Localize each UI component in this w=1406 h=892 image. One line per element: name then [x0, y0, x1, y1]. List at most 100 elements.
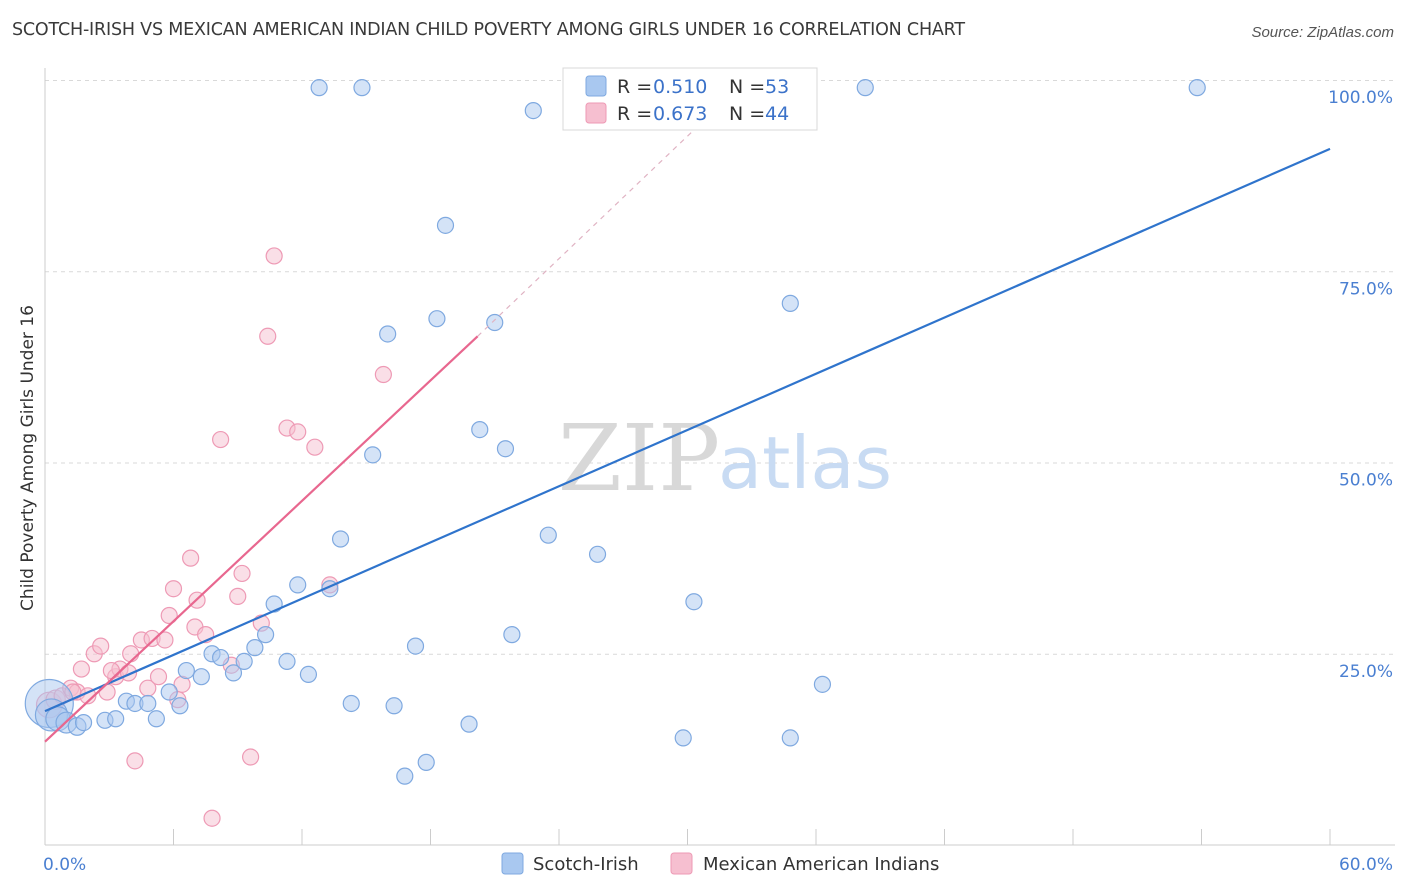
scotch-irish-point [171, 697, 189, 715]
trend-line-scotch-irish [44, 147, 1331, 713]
scotch-irish-point [224, 664, 243, 682]
scotch-irish-point [160, 683, 178, 701]
scotch-irish-point [212, 648, 230, 667]
legend-r-value-2: 0.673 [653, 103, 707, 125]
trend-line-extension [477, 125, 699, 337]
legend-n-label-1: N = [729, 76, 765, 98]
chart-title: SCOTCH-IRISH VS MEXICAN AMERICAN INDIAN … [12, 20, 965, 40]
scotch-irish-point [674, 729, 692, 747]
legend-n-label-2: N = [729, 103, 765, 125]
scotch-irish-point [310, 79, 328, 97]
scotch-irish-point [856, 79, 874, 97]
scotch-irish-point [107, 710, 125, 728]
bottom-legend: Scotch-Irish Mexican American Indians [501, 852, 939, 875]
y-axis-label: Child Poverty Among Girls Under 16 [18, 305, 38, 611]
scotch-irish-point [417, 753, 435, 771]
scotch-irish-point [147, 710, 165, 728]
mexican-american-indians-point [156, 631, 174, 649]
y-tick-label: 50.0% [1339, 471, 1393, 491]
scotch-irish-point [685, 593, 703, 611]
mexican-american-indians-point [164, 580, 183, 598]
mexican-american-indians-point [182, 549, 200, 567]
scotch-irish-point [460, 715, 478, 733]
legend: R = 0.510 N = 53 R = 0.673 N = 44 [562, 67, 818, 131]
scotch-irish-point [278, 652, 296, 671]
scotch-irish-point [496, 440, 515, 458]
mexican-american-indians-point [289, 423, 307, 441]
mexican-american-indians-point [374, 365, 392, 384]
mexican-american-indians-point [259, 327, 277, 345]
scotch-irish-point [331, 530, 350, 548]
legend-n-value-2: 44 [765, 103, 789, 125]
mexican-american-indians-point [160, 606, 178, 625]
scotch-irish-point [471, 421, 489, 439]
scotch-irish-point [177, 661, 195, 680]
y-tick-label: 100.0% [1328, 88, 1393, 108]
scotch-irish-point [781, 729, 799, 747]
mexican-american-indians-point [306, 438, 324, 456]
mexican-american-indians-point [149, 668, 168, 686]
x-tick-label: 60.0% [1339, 855, 1393, 875]
scotch-irish-point [396, 767, 414, 785]
scotch-irish-point [192, 668, 210, 686]
mexican-american-indians-point [212, 430, 230, 449]
watermark-zip: ZIP [558, 405, 720, 512]
mexican-american-indians-point [126, 752, 144, 770]
mexican-american-indians-point [203, 809, 221, 827]
y-tick-labels: 25.0% 50.0% 75.0% 100.0% [1328, 88, 1393, 682]
source-label: Source: ZipAtlas.com [1251, 24, 1394, 41]
scotch-irish-point [1188, 79, 1206, 97]
scotch-irish-point [299, 665, 318, 684]
mexican-american-indians-point [265, 247, 283, 265]
mexican-american-indians-point [72, 660, 91, 678]
legend-swatch-scotch-irish [585, 75, 607, 97]
scotch-irish-point [246, 639, 264, 657]
scotch-irish-point [235, 652, 253, 671]
scotch-irish-point [486, 313, 504, 332]
series-scotch-irish [24, 79, 1206, 785]
scotch-irish-point [256, 626, 275, 644]
mexican-american-indians-point [242, 748, 260, 766]
scotch-irish-point [289, 576, 307, 594]
scotch-irish-point [524, 101, 542, 120]
bottom-legend-swatch-mexican-american-indians [670, 852, 693, 875]
scotch-irish-point [265, 595, 283, 613]
scotch-irish-point [781, 294, 799, 312]
mexican-american-indians-point [233, 564, 251, 583]
y-tick-label: 75.0% [1339, 279, 1393, 299]
scotch-irish-point [364, 446, 382, 464]
legend-r-label-1: R = [617, 76, 652, 98]
scotch-irish-point [436, 216, 455, 234]
scotch-irish-point [406, 637, 425, 655]
legend-n-value-1: 53 [765, 76, 789, 98]
mexican-american-indians-point [92, 637, 110, 655]
bottom-legend-label-mexican-american-indians: Mexican American Indians [703, 854, 939, 875]
scotch-irish-point [342, 694, 360, 713]
y-tick-label: 25.0% [1339, 662, 1393, 682]
scotch-irish-point [588, 545, 607, 563]
bottom-legend-label-scotch-irish: Scotch-Irish [533, 854, 639, 875]
scotch-irish-point [353, 79, 371, 97]
scotch-irish-point [539, 526, 557, 544]
x-tick-label: 0.0% [43, 855, 86, 875]
bottom-legend-swatch-scotch-irish [501, 852, 524, 875]
legend-swatch-mexican-american-indians [585, 102, 607, 124]
watermark-atlas: atlas [718, 421, 892, 505]
scotch-irish-point [428, 310, 446, 328]
scotch-irish-point [74, 713, 93, 732]
legend-r-value-1: 0.510 [653, 76, 707, 98]
scotch-irish-point [379, 325, 397, 343]
legend-r-label-2: R = [617, 103, 652, 125]
watermark: ZIP atlas [558, 405, 892, 512]
scotch-irish-point [139, 694, 157, 713]
scotch-irish-point [385, 697, 403, 715]
mexican-american-indians-point [102, 661, 120, 680]
mexican-american-indians-point [229, 587, 247, 605]
trend-lines [44, 125, 1331, 743]
mexican-american-indians-point [122, 645, 140, 663]
scotch-irish-point [503, 626, 521, 644]
x-tick-labels: 0.0% 60.0% [43, 855, 1393, 875]
scotch-irish-point [813, 675, 832, 693]
trend-line-mexican-american-indians [44, 335, 479, 743]
